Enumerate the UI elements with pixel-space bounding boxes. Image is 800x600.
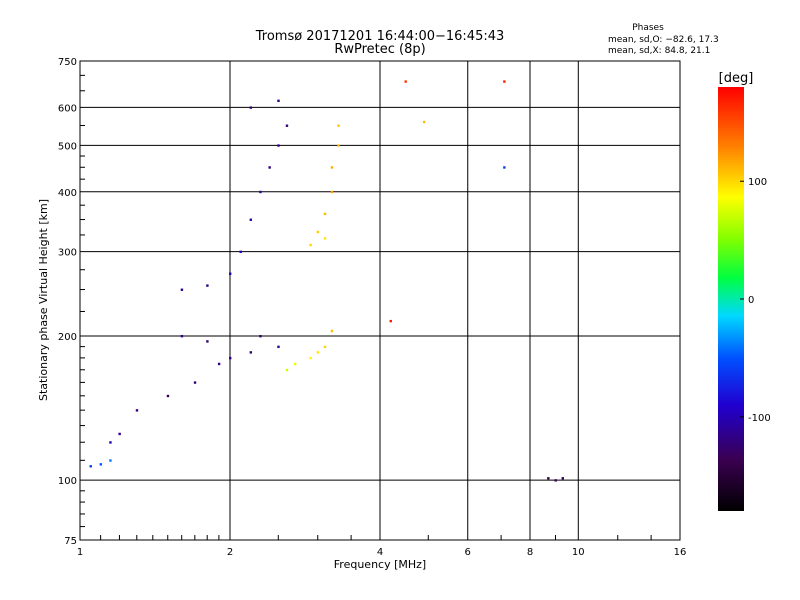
colorbar	[718, 87, 744, 511]
data-point	[89, 465, 92, 468]
colorbar-tick-labels: 100 0 -100	[740, 177, 771, 424]
data-point	[229, 272, 232, 275]
data-point	[330, 329, 334, 333]
y-tick-label: 750	[58, 57, 77, 68]
data-point	[206, 284, 209, 287]
data-point	[259, 190, 262, 194]
data-point	[206, 340, 209, 343]
x-tick-label: 8	[527, 547, 533, 558]
colorbar-label: [deg]	[719, 71, 754, 86]
data-point	[259, 334, 262, 338]
data-point	[323, 237, 327, 240]
data-point	[135, 409, 139, 412]
data-point	[422, 120, 426, 124]
x-tick-labels: 1 2 4 6 8 10 16	[77, 547, 687, 558]
data-point	[217, 362, 221, 366]
data-point	[277, 144, 280, 147]
data-point	[239, 250, 242, 254]
data-point	[193, 381, 197, 384]
data-point	[554, 479, 557, 482]
data-point	[118, 432, 121, 436]
x-tick-label: 1	[77, 547, 83, 558]
x-tick-label: 10	[572, 547, 585, 558]
x-axis-label: Frequency [MHz]	[334, 558, 426, 571]
phases-heading: Phases	[632, 23, 664, 33]
data-point	[268, 166, 271, 169]
colorbar-tick-label: -100	[748, 413, 771, 424]
data-point	[249, 218, 253, 221]
phases-stat-x: mean, sd,X: 84.8, 21.1	[608, 46, 710, 56]
data-point	[503, 166, 506, 169]
chart-title-line2: RwPretec (8p)	[334, 42, 425, 57]
data-point	[316, 351, 320, 354]
data-point	[285, 368, 289, 372]
data-point	[109, 441, 112, 444]
y-tick-label: 300	[58, 248, 77, 259]
grid-lines	[80, 61, 680, 540]
data-point	[99, 463, 103, 466]
y-tick-label: 100	[58, 476, 77, 487]
data-point	[337, 124, 340, 127]
data-point	[323, 345, 327, 349]
data-point	[404, 80, 407, 83]
data-point	[166, 394, 170, 398]
data-point	[330, 166, 334, 169]
data-point	[229, 356, 232, 360]
data-point	[180, 334, 184, 338]
y-tick-label: 600	[58, 103, 77, 114]
data-point	[547, 477, 550, 480]
y-tick-label: 400	[58, 188, 77, 199]
data-point	[293, 362, 297, 366]
chart-title-line1: Tromsø 20171201 16:44:00−16:45:43	[255, 29, 505, 44]
data-point	[277, 345, 280, 349]
x-tick-label: 6	[465, 547, 471, 558]
x-tick-label: 16	[674, 547, 687, 558]
data-point	[561, 477, 564, 480]
data-point	[309, 243, 312, 247]
y-tick-label: 500	[58, 141, 77, 152]
data-point	[249, 351, 253, 354]
data-point	[249, 106, 253, 109]
data-point	[180, 288, 184, 291]
y-tick-label: 200	[58, 332, 77, 343]
data-point	[109, 459, 112, 462]
phases-stat-o: mean, sd,O: −82.6, 17.3	[608, 35, 719, 45]
data-point	[316, 230, 320, 234]
y-axis-label: Stationary phase Virtual Height [km]	[37, 199, 50, 401]
data-point	[330, 190, 334, 194]
data-point	[389, 319, 392, 323]
data-point	[337, 144, 340, 147]
y-tick-label: 75	[64, 536, 77, 547]
colorbar-tick-label: 100	[748, 177, 767, 188]
data-point	[323, 212, 327, 216]
data-point	[285, 124, 289, 127]
y-tick-labels: 75 100 200 300 400 500 600 750	[58, 57, 77, 547]
x-tick-label: 4	[377, 547, 383, 558]
data-point	[503, 80, 506, 83]
plot-frame	[79, 60, 681, 541]
data-points	[89, 80, 564, 482]
x-tick-label: 2	[227, 547, 233, 558]
data-point	[309, 356, 312, 360]
colorbar-tick-label: 0	[748, 295, 754, 306]
data-point	[277, 99, 280, 102]
